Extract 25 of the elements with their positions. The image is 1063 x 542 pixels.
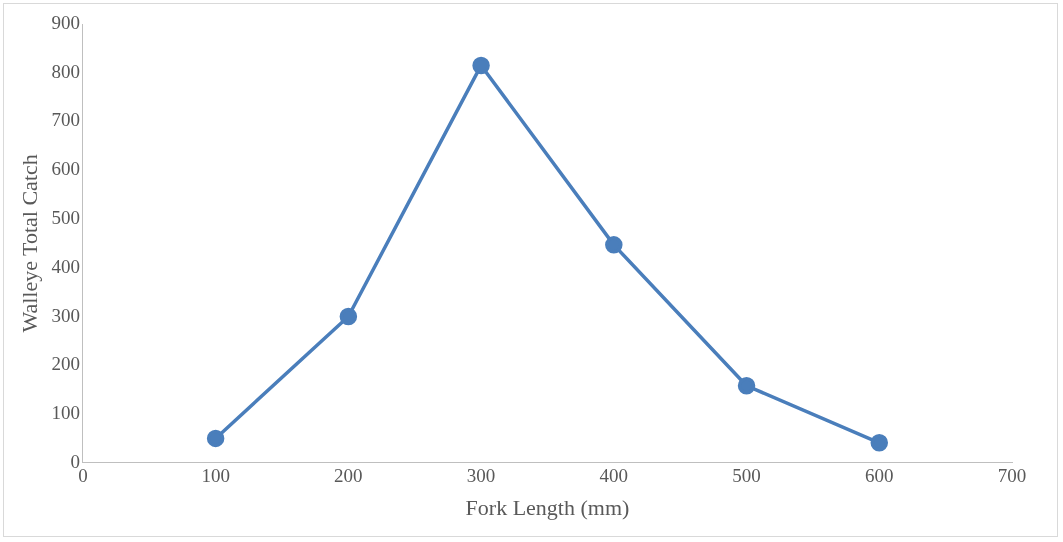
y-tick-label: 600 <box>51 158 80 180</box>
x-tick-label: 100 <box>201 465 230 487</box>
x-tick-label: 500 <box>732 465 761 487</box>
y-tick-label: 900 <box>51 11 80 33</box>
point <box>472 56 490 75</box>
y-tick-label: 500 <box>51 207 80 229</box>
y-tick-label: 400 <box>51 255 80 277</box>
point <box>737 377 756 395</box>
x-axis-title: Fork Length (mm) <box>465 494 630 520</box>
x-tick-label: 600 <box>865 465 894 487</box>
y-tick-label: 0 <box>70 450 80 472</box>
point <box>870 434 889 452</box>
y-tick-label: 200 <box>51 353 80 375</box>
y-tick-label: 800 <box>51 60 80 82</box>
y-tick-label: 700 <box>51 109 80 131</box>
y-axis-title: Walleye Total Catch <box>16 154 42 333</box>
x-tick-label: 200 <box>334 465 363 487</box>
x-tick-label: 300 <box>466 465 496 487</box>
point <box>605 236 623 254</box>
point <box>339 307 358 326</box>
y-tick-label: 100 <box>51 402 80 424</box>
y-tick-label: 300 <box>51 304 80 326</box>
point <box>206 429 225 448</box>
x-tick-label: 700 <box>997 465 1027 487</box>
x-tick-label: 400 <box>599 465 629 487</box>
